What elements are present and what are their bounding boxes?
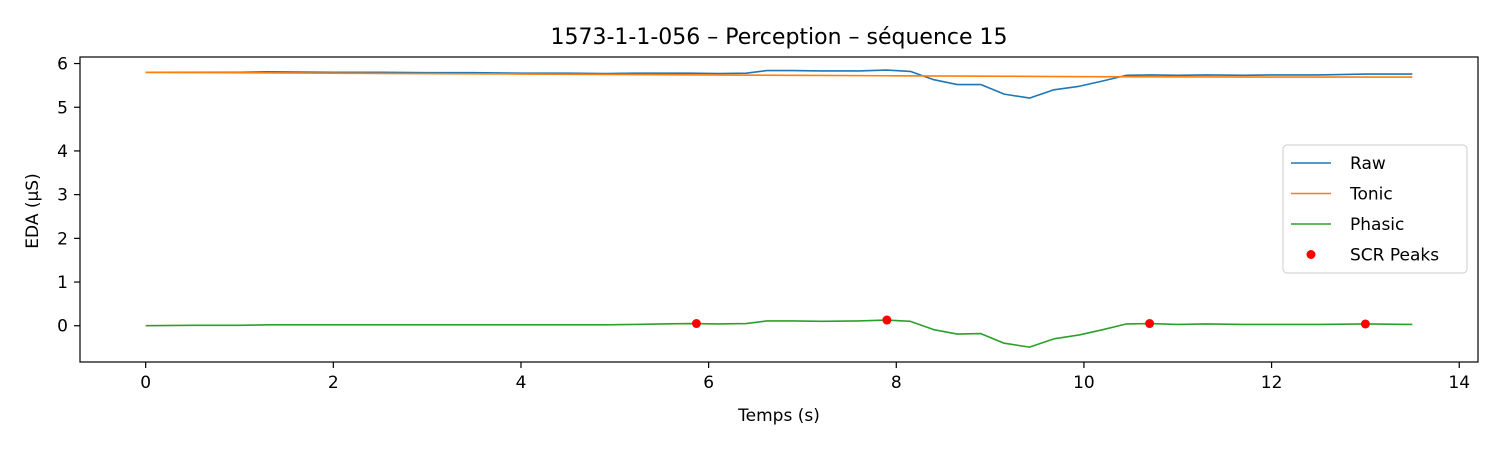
- series-line-raw: [145, 69, 1413, 99]
- y-tick-label: 2: [57, 229, 68, 249]
- y-tick-label: 4: [57, 142, 68, 162]
- y-axis-label: EDA (µS): [23, 173, 43, 248]
- x-tick-label: 14: [1448, 373, 1470, 393]
- scr-peak-point: [1145, 319, 1155, 329]
- y-tick-label: 0: [57, 317, 68, 337]
- x-tick-label: 2: [328, 373, 339, 393]
- series-line-tonic: [145, 71, 1413, 78]
- y-tick-label: 5: [57, 98, 68, 118]
- legend-label-phasic: Phasic: [1350, 215, 1404, 235]
- legend-label-scr-peaks: SCR Peaks: [1350, 246, 1439, 266]
- x-axis-label: Temps (s): [737, 406, 820, 426]
- chart-title: 1573-1-1-056 – Perception – séquence 15: [550, 25, 1007, 50]
- plot-frame: [79, 56, 1479, 363]
- x-tick-label: 12: [1261, 373, 1283, 393]
- series-line-phasic: [145, 319, 1413, 348]
- legend-label-tonic: Tonic: [1349, 185, 1393, 205]
- scr-peak-point: [882, 315, 892, 325]
- x-tick-label: 6: [703, 373, 714, 393]
- x-tick-label: 0: [140, 373, 151, 393]
- y-tick-label: 3: [57, 186, 68, 206]
- legend-label-raw: Raw: [1350, 154, 1386, 174]
- scr-peak-point: [1360, 319, 1370, 329]
- legend: Raw Tonic Phasic SCR Peaks: [1282, 144, 1468, 274]
- x-tick-label: 10: [1073, 373, 1095, 393]
- x-tick-label: 8: [891, 373, 902, 393]
- y-tick-label: 6: [57, 55, 68, 75]
- legend-swatch-scr-peaks: [1306, 250, 1316, 259]
- legend-box: [1282, 144, 1468, 274]
- y-tick-label: 1: [57, 273, 68, 293]
- x-tick-label: 4: [516, 373, 527, 393]
- scr-peak-point: [691, 319, 701, 329]
